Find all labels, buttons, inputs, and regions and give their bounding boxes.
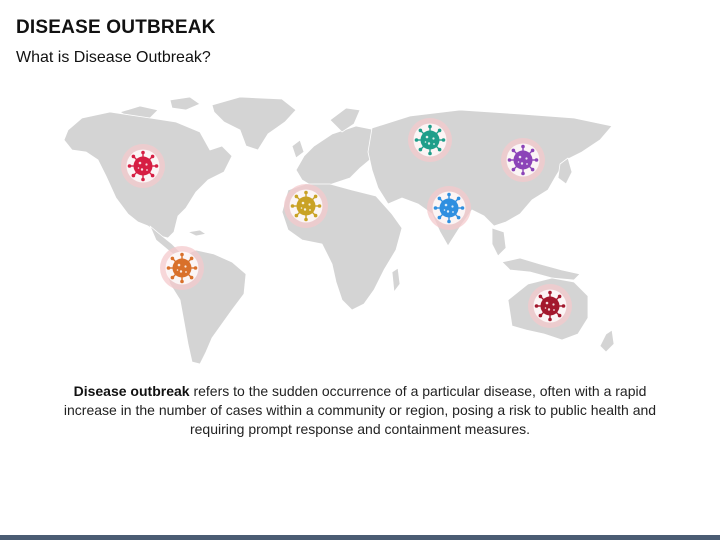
indonesia-shape bbox=[501, 257, 581, 281]
uk-shape bbox=[291, 139, 305, 159]
bottom-bar bbox=[0, 535, 720, 540]
new-zealand-shape bbox=[599, 329, 615, 353]
southeast-asia-shape bbox=[491, 227, 507, 257]
description-term: Disease outbreak bbox=[73, 383, 190, 399]
virus-icon bbox=[433, 191, 465, 225]
virus-marker-india bbox=[427, 186, 471, 230]
virus-icon bbox=[507, 143, 539, 177]
virus-marker-east-asia bbox=[501, 138, 545, 182]
asia-shape bbox=[367, 109, 613, 247]
virus-marker-south-america bbox=[160, 246, 204, 290]
virus-icon bbox=[290, 189, 322, 223]
virus-icon bbox=[165, 251, 199, 284]
description-body: refers to the sudden occurrence of a par… bbox=[63, 383, 657, 437]
slide-title: DISEASE OUTBREAK bbox=[16, 17, 216, 38]
virus-marker-west-africa bbox=[284, 184, 328, 228]
virus-icon bbox=[126, 149, 160, 183]
japan-shape bbox=[557, 157, 573, 185]
slide-subtitle: What is Disease Outbreak? bbox=[16, 49, 211, 66]
virus-marker-australia bbox=[528, 284, 572, 328]
description-text: Disease outbreak refers to the sudden oc… bbox=[60, 382, 660, 439]
virus-marker-russia bbox=[408, 118, 452, 162]
madagascar-shape bbox=[391, 267, 401, 293]
greenland-shape bbox=[211, 96, 297, 151]
virus-marker-north-america bbox=[121, 144, 165, 188]
virus-icon bbox=[414, 123, 446, 157]
virus-icon bbox=[534, 290, 566, 322]
